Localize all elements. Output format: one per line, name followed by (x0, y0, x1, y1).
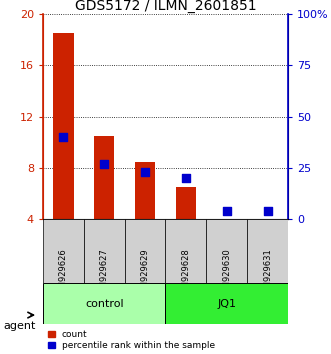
Point (142, 170, 148, 175)
Point (183, 176, 189, 181)
Bar (166, 219, 206, 283)
Bar (166, 283, 288, 324)
Point (102, 161, 107, 167)
Text: agent: agent (3, 321, 36, 331)
Legend: count, percentile rank within the sample: count, percentile rank within the sample (48, 330, 215, 350)
Bar (125, 219, 166, 283)
Bar (53, 33, 73, 219)
Text: GSM929630: GSM929630 (222, 248, 231, 299)
Bar (84, 219, 125, 283)
Bar (206, 219, 247, 283)
Title: GDS5172 / ILMN_2601851: GDS5172 / ILMN_2601851 (75, 0, 256, 13)
Text: control: control (85, 298, 123, 309)
Text: GSM929627: GSM929627 (100, 248, 109, 299)
Bar (94, 136, 115, 219)
Text: GSM929626: GSM929626 (59, 248, 68, 299)
Text: GSM929631: GSM929631 (263, 248, 272, 299)
Bar (176, 187, 196, 219)
Bar (247, 219, 288, 283)
Point (224, 209, 229, 214)
Point (61, 135, 66, 140)
Bar (135, 162, 155, 219)
Point (265, 209, 270, 214)
Text: GSM929628: GSM929628 (181, 248, 190, 299)
Bar (43, 283, 166, 324)
Bar (43, 219, 84, 283)
Text: GSM929629: GSM929629 (141, 248, 150, 299)
Text: JQ1: JQ1 (217, 298, 236, 309)
